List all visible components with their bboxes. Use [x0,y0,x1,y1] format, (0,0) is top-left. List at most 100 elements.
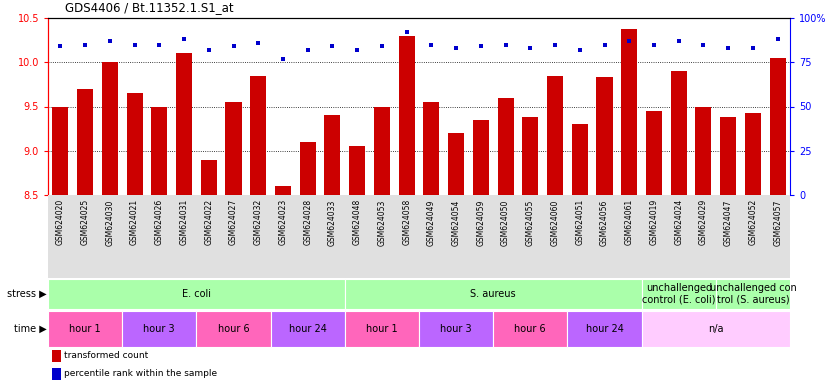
Text: GSM624023: GSM624023 [278,199,287,245]
Bar [448,133,464,195]
Point [747,45,760,51]
Point [227,43,240,50]
Bar [225,102,241,195]
Bar [493,311,567,347]
Text: GSM624053: GSM624053 [377,199,387,245]
Point [128,41,141,48]
Text: GSM624061: GSM624061 [624,199,634,245]
Text: GSM624060: GSM624060 [551,199,559,245]
Text: unchallenged
control (E. coli): unchallenged control (E. coli) [642,283,715,305]
Point [524,45,537,51]
Text: GSM624049: GSM624049 [427,199,436,245]
Text: GSM624048: GSM624048 [353,199,362,245]
Bar [567,311,642,347]
Bar [48,311,122,347]
Text: GSM624022: GSM624022 [204,199,213,245]
Point [771,36,784,42]
Text: GSM624020: GSM624020 [56,199,65,245]
Text: hour 6: hour 6 [515,324,546,334]
Text: transformed count: transformed count [64,351,149,361]
Bar [572,124,588,195]
Text: GSM624057: GSM624057 [773,199,782,245]
Text: GSM624047: GSM624047 [724,199,733,245]
Text: GSM624024: GSM624024 [674,199,683,245]
Point [325,43,339,50]
Bar [197,311,271,347]
Text: GDS4406 / Bt.11352.1.S1_at: GDS4406 / Bt.11352.1.S1_at [64,1,233,14]
Text: hour 6: hour 6 [218,324,249,334]
Point [78,41,92,48]
Bar [151,106,168,195]
Point [202,47,216,53]
Text: GSM624052: GSM624052 [748,199,757,245]
Text: GSM624027: GSM624027 [229,199,238,245]
Bar [349,146,365,195]
Text: GSM624021: GSM624021 [130,199,139,245]
Bar [671,71,686,195]
Text: hour 1: hour 1 [69,324,101,334]
Bar [52,350,60,362]
Point [277,56,290,62]
Bar [770,58,786,195]
Bar [695,106,711,195]
Bar [48,279,344,310]
Bar [325,115,340,195]
Point [499,41,512,48]
Text: hour 24: hour 24 [586,324,624,334]
Text: GSM624019: GSM624019 [649,199,658,245]
Text: time ▶: time ▶ [13,324,46,334]
Point [301,47,315,53]
Bar [642,279,716,310]
Text: hour 1: hour 1 [366,324,397,334]
Bar [472,120,489,195]
Point [252,40,265,46]
Text: GSM624050: GSM624050 [501,199,510,245]
Bar [52,368,60,381]
Text: GSM624059: GSM624059 [477,199,486,245]
Text: GSM624051: GSM624051 [575,199,584,245]
Point [375,43,388,50]
Text: GSM624026: GSM624026 [154,199,164,245]
Bar [271,311,344,347]
Bar [275,186,291,195]
Text: GSM624058: GSM624058 [402,199,411,245]
Text: GSM624028: GSM624028 [303,199,312,245]
Point [672,38,686,44]
Text: GSM624029: GSM624029 [699,199,708,245]
Bar [250,76,266,195]
Bar [547,76,563,195]
Bar [126,93,143,195]
Point [350,47,363,53]
Point [722,45,735,51]
Bar [300,142,316,195]
Bar [419,311,493,347]
Text: GSM624033: GSM624033 [328,199,337,245]
Text: hour 3: hour 3 [144,324,175,334]
Bar [201,160,216,195]
Point [425,41,438,48]
Text: percentile rank within the sample: percentile rank within the sample [64,369,217,378]
Point [449,45,463,51]
Bar [399,36,415,195]
Bar [424,102,439,195]
Text: GSM624030: GSM624030 [106,199,114,245]
Bar [77,89,93,195]
Bar [374,106,390,195]
Text: hour 3: hour 3 [440,324,472,334]
Text: GSM624056: GSM624056 [600,199,609,245]
Point [400,29,413,35]
Bar [522,117,539,195]
Point [103,38,116,44]
Point [548,41,562,48]
Bar [52,106,69,195]
Text: hour 24: hour 24 [289,324,326,334]
Bar [621,29,638,195]
Bar [745,113,761,195]
Bar [497,98,514,195]
Bar [720,117,736,195]
Text: GSM624032: GSM624032 [254,199,263,245]
Bar [646,111,662,195]
Text: GSM624025: GSM624025 [81,199,89,245]
Text: GSM624031: GSM624031 [179,199,188,245]
Bar [102,62,118,195]
